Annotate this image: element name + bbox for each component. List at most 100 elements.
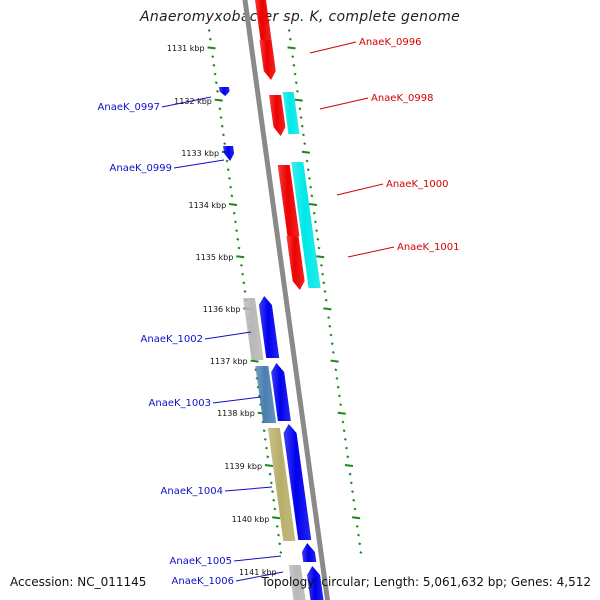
tick-right (342, 429, 346, 433)
forward-cds-feature (259, 40, 276, 80)
tick-right (313, 220, 317, 224)
kbp-label: 1135 kbp (196, 253, 234, 262)
tick-right (348, 472, 352, 476)
tick-right (308, 203, 318, 206)
gene-label-forward: AnaeK_0996 (359, 37, 421, 48)
tick-right (353, 507, 357, 511)
tick-right (341, 420, 345, 424)
tick-right (351, 516, 361, 520)
tick-right (329, 333, 333, 337)
kbp-label: 1132 kbp (174, 97, 212, 106)
tick-left (233, 220, 237, 224)
tick-right (351, 490, 354, 493)
tick-right (294, 98, 303, 102)
tick-right (316, 237, 320, 241)
tick-right (334, 368, 338, 372)
tick-right (357, 533, 360, 537)
forward-cds-feature (286, 236, 305, 290)
reverse-cds-feature (307, 566, 324, 600)
kbp-label: 1134 kbp (188, 201, 226, 210)
gene-label-forward: AnaeK_0998 (371, 93, 433, 104)
reverse-cds-feature (283, 424, 312, 540)
tick-right (346, 455, 350, 459)
tick-left (272, 498, 276, 502)
tick-left (235, 229, 239, 232)
tick-right (301, 150, 310, 154)
tick-right (349, 481, 353, 485)
tick-left (263, 438, 267, 441)
tick-left (207, 29, 211, 32)
tick-right (302, 133, 305, 137)
gene-label-reverse: AnaeK_0999 (110, 163, 172, 174)
tick-left (237, 246, 241, 250)
label-line-reverse (161, 96, 212, 108)
features (218, 0, 324, 600)
tick-left (232, 211, 236, 215)
tick-left (265, 446, 268, 450)
tick-left (236, 255, 245, 259)
tick-left (271, 516, 281, 520)
reverse-cds-feature (271, 363, 291, 421)
tick-right (299, 116, 303, 119)
tick-left (218, 107, 222, 111)
tick-right (296, 90, 299, 93)
label-line-reverse (173, 159, 225, 169)
tick-right (322, 281, 326, 285)
kbp-label: 1139 kbp (224, 462, 262, 471)
forward-misc-feature (291, 162, 321, 288)
tick-left (228, 177, 231, 180)
tick-left (266, 455, 270, 459)
tick-left (212, 63, 216, 67)
tick-right (358, 542, 362, 546)
reverse-cds-feature (218, 87, 230, 96)
forward-cds-feature (269, 95, 286, 136)
tick-right (312, 211, 316, 215)
tick-left (243, 290, 247, 293)
kbp-label: 1131 kbp (167, 44, 205, 53)
tick-right (335, 377, 339, 380)
tick-right (288, 37, 292, 41)
tick-right (323, 307, 332, 311)
kbp-label: 1136 kbp (203, 305, 241, 314)
label-line-reverse (233, 555, 282, 562)
tick-right (317, 246, 321, 250)
tick-right (316, 255, 325, 259)
kbp-label: 1140 kbp (232, 515, 270, 524)
label-line-reverse (204, 331, 252, 340)
tick-left (220, 124, 224, 128)
tick-left (262, 429, 266, 433)
tick-right (337, 411, 346, 415)
label-line-forward (347, 246, 395, 258)
forward-cds-feature (277, 165, 300, 236)
tick-left (214, 81, 218, 85)
gene-labels: AnaeK_0996 AnaeK_0998 AnaeK_1000 AnaeK_1001… (98, 37, 460, 587)
tick-left (250, 359, 259, 363)
gene-label-reverse: AnaeK_1005 (170, 556, 232, 567)
accession-text: Accession: NC_011145 (10, 575, 147, 589)
tick-right (328, 324, 332, 328)
tick-left (222, 133, 225, 137)
tick-left (271, 490, 274, 493)
tick-right (323, 290, 327, 293)
reverse-misc-feature (267, 428, 296, 541)
genome-summary-text: Topology: circular; Length: 5,061,632 bp… (261, 575, 591, 589)
kbp-label: 1133 kbp (181, 149, 219, 158)
tick-right (327, 316, 331, 319)
tick-right (345, 446, 348, 450)
tick-right (291, 55, 295, 58)
tick-left (230, 194, 234, 198)
gene-label-reverse: AnaeK_1002 (141, 334, 203, 345)
tick-right (308, 177, 311, 180)
gene-label-reverse: AnaeK_1004 (161, 486, 223, 497)
label-lines (161, 41, 395, 582)
tick-right (337, 394, 341, 398)
kbp-label: 1138 kbp (217, 409, 255, 418)
tick-left (225, 159, 229, 163)
tick-left (229, 185, 233, 189)
tick-left (214, 98, 223, 102)
label-line-reverse (212, 396, 262, 404)
tick-right (306, 168, 310, 172)
tick-right (292, 63, 296, 67)
label-line-forward (319, 97, 369, 110)
